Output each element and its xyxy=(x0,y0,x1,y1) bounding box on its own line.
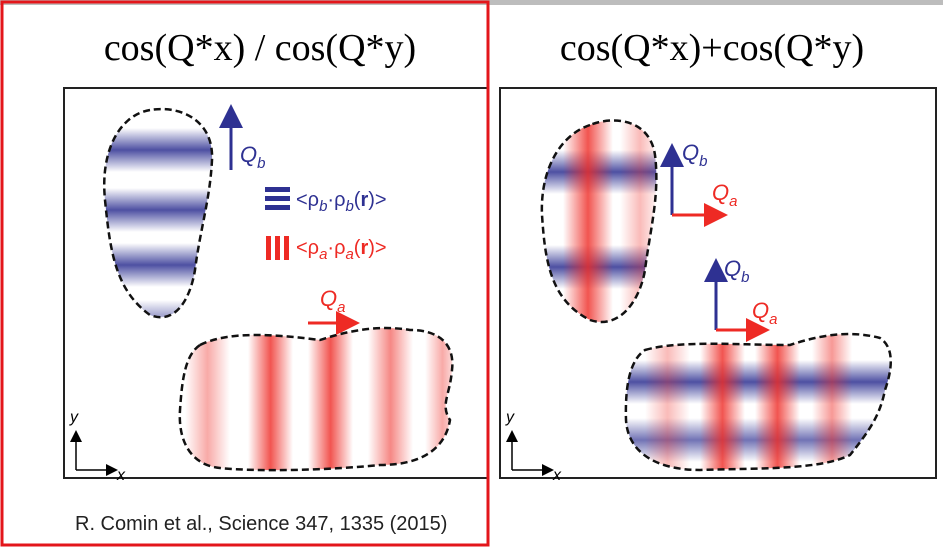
panel-title: cos(Q*x) / cos(Q*y) xyxy=(104,27,416,69)
red-stripes xyxy=(185,320,460,480)
legend-icon xyxy=(265,187,290,210)
citation: R. Comin et al., Science 347, 1335 (2015… xyxy=(75,513,447,535)
slide: cos(Q*x) / cos(Q*y) cos(Q*x)+cos(Q*y) Qb xyxy=(0,0,943,548)
checker-pattern xyxy=(620,330,900,480)
vector-label: Qa xyxy=(752,298,777,328)
vector-label: Qb xyxy=(682,140,707,170)
axis-label: x xyxy=(552,467,562,484)
checker-pattern xyxy=(530,110,670,330)
vector-label: Qb xyxy=(240,142,265,172)
axis-label: y xyxy=(69,409,79,426)
vector-label: Qa xyxy=(320,286,345,316)
vector-label: Qa xyxy=(712,180,737,210)
vector-label: Qb xyxy=(724,256,749,286)
legend-icon xyxy=(266,236,289,260)
blue-stripes xyxy=(95,128,225,330)
panel-title: cos(Q*x)+cos(Q*y) xyxy=(560,27,864,69)
legend-text: <ρa·ρa(r)> xyxy=(296,237,387,263)
highlight-box xyxy=(2,2,488,545)
axis-label: x xyxy=(116,467,126,484)
legend-text: <ρb·ρb(r)> xyxy=(296,189,387,215)
axis-label: y xyxy=(505,409,515,426)
